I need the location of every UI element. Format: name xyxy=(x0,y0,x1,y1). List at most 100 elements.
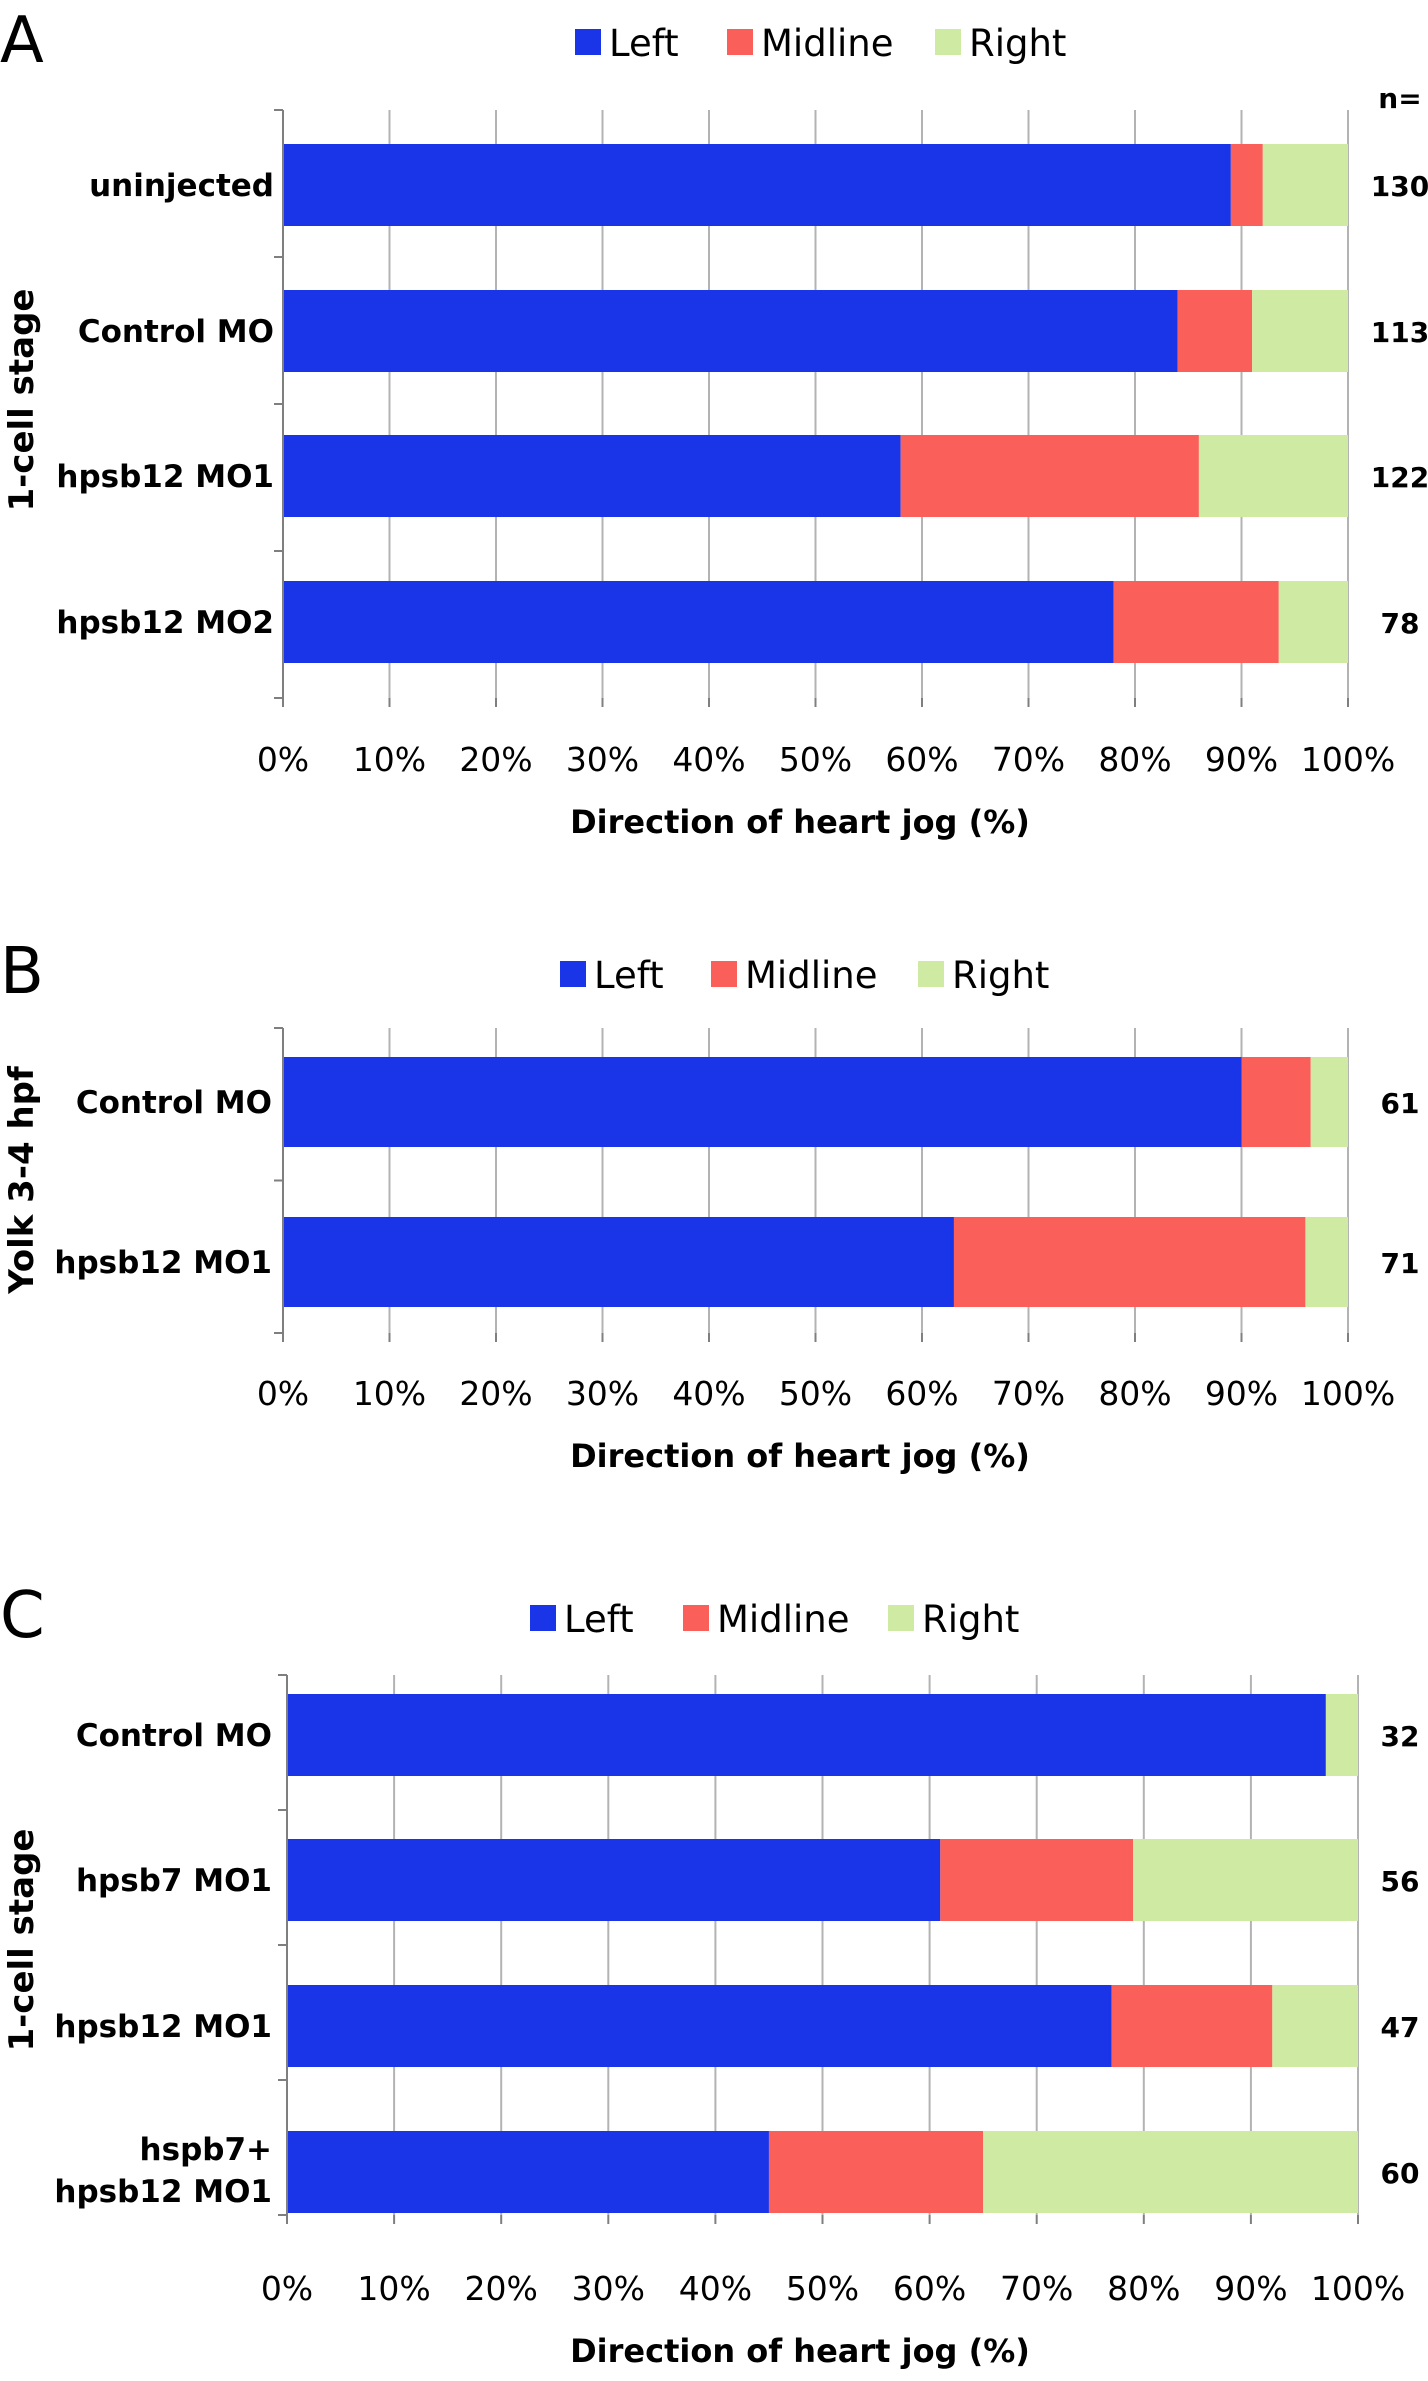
x-tick-label: 70% xyxy=(992,1374,1065,1413)
y-axis-title: 1-cell stage xyxy=(2,1829,42,2052)
x-tick-label: 0% xyxy=(257,1374,309,1413)
x-tick-label: 50% xyxy=(779,740,852,779)
x-tick-label: 90% xyxy=(1214,2269,1287,2308)
bar-left xyxy=(283,1057,1242,1147)
x-tick-label: 10% xyxy=(357,2269,430,2308)
x-tick-label: 60% xyxy=(885,1374,958,1413)
x-tick-label: 90% xyxy=(1205,740,1278,779)
x-tick-label: 10% xyxy=(353,740,426,779)
bar-left xyxy=(283,290,1178,372)
bar-right xyxy=(1198,435,1348,517)
category-label: hpsb7 MO1 xyxy=(76,1863,272,1899)
bar-right xyxy=(1305,1217,1348,1307)
bar-right xyxy=(1278,581,1348,663)
panel-b: B Left Midline Right 0% 10% 20% 30% 40% 50% 60% 70%… xyxy=(0,935,1419,1475)
panel-letter: C xyxy=(0,1579,45,1653)
x-tick-label: 60% xyxy=(893,2269,966,2308)
x-tick-label: 80% xyxy=(1107,2269,1180,2308)
legend-swatch-midline xyxy=(711,961,737,987)
category-label: uninjected xyxy=(89,168,274,204)
n-value: 32 xyxy=(1381,1720,1420,1753)
x-tick-label: 0% xyxy=(257,740,309,779)
legend-swatch-left xyxy=(530,1605,556,1631)
x-tick-label: 30% xyxy=(566,1374,639,1413)
x-tick-label: 30% xyxy=(566,740,639,779)
legend-swatch-midline xyxy=(727,29,753,55)
x-tick-label: 100% xyxy=(1311,2269,1405,2308)
x-tick-label: 70% xyxy=(992,740,1065,779)
panel-a: A Left Midline Right 0% 10% 20% 30% 40% 50% 60% 70%… xyxy=(0,4,1428,841)
x-tick-label: 100% xyxy=(1301,740,1395,779)
legend-swatch-midline xyxy=(683,1605,709,1631)
x-tick-label: 20% xyxy=(465,2269,538,2308)
bar-midline xyxy=(768,2131,984,2213)
n-value: 122 xyxy=(1371,461,1428,494)
x-tick-label: 20% xyxy=(459,740,532,779)
panel-c: C Left Midline Right 0% 10% 20% 30% 40% 50% 60% 70%… xyxy=(0,1579,1419,2370)
x-tick-label: 30% xyxy=(572,2269,645,2308)
bar-midline xyxy=(1113,581,1279,663)
bar-left xyxy=(283,581,1114,663)
bar-left xyxy=(287,1694,1326,1776)
n-value: 61 xyxy=(1381,1087,1420,1120)
panel-letter: B xyxy=(0,935,44,1009)
bar-right xyxy=(1325,1694,1358,1776)
x-axis-title: Direction of heart jog (%) xyxy=(570,803,1030,841)
x-tick-label: 40% xyxy=(679,2269,752,2308)
x-tick-label: 20% xyxy=(459,1374,532,1413)
bar-left xyxy=(287,2131,769,2213)
legend-label-right: Right xyxy=(922,1598,1019,1641)
category-label: Control MO xyxy=(76,1085,272,1121)
bar-left xyxy=(283,435,901,517)
legend-swatch-right xyxy=(888,1605,914,1631)
n-value: 130 xyxy=(1371,170,1428,203)
bar-left xyxy=(287,1985,1112,2067)
bar-midline xyxy=(1111,1985,1273,2067)
n-value: 113 xyxy=(1371,316,1428,349)
legend-swatch-right xyxy=(918,961,944,987)
x-tick-label: 0% xyxy=(261,2269,313,2308)
x-tick-label: 10% xyxy=(353,1374,426,1413)
x-tick-label: 40% xyxy=(672,1374,745,1413)
x-tick-label: 80% xyxy=(1098,1374,1171,1413)
category-label: hpsb12 MO1 xyxy=(54,2009,272,2045)
bar-midline xyxy=(1177,290,1253,372)
category-label: hpsb12 MO1 xyxy=(54,1245,272,1281)
category-label: hpsb12 MO1 xyxy=(56,459,274,495)
category-label: Control MO xyxy=(76,1718,272,1754)
x-tick-label: 70% xyxy=(1000,2269,1073,2308)
x-tick-label: 50% xyxy=(779,1374,852,1413)
bar-right xyxy=(1262,144,1348,226)
bar-right xyxy=(1252,290,1348,372)
category-label: hpsb12 MO2 xyxy=(56,605,274,641)
bar-left xyxy=(287,1839,941,1921)
n-value: 78 xyxy=(1381,607,1420,640)
x-axis-title: Direction of heart jog (%) xyxy=(570,1437,1030,1475)
n-value: 56 xyxy=(1381,1865,1420,1898)
category-label: Control MO xyxy=(78,314,274,350)
bar-midline xyxy=(1241,1057,1311,1147)
legend-swatch-left xyxy=(575,29,601,55)
legend-label-midline: Midline xyxy=(745,954,877,997)
x-tick-label: 50% xyxy=(786,2269,859,2308)
x-tick-label: 80% xyxy=(1098,740,1171,779)
legend-label-left: Left xyxy=(564,1598,634,1641)
legend-label-midline: Midline xyxy=(761,22,893,65)
legend-label-right: Right xyxy=(969,22,1066,65)
panel-letter: A xyxy=(0,4,44,78)
bar-right xyxy=(1133,1839,1358,1921)
category-label: hspb7+ hpsb12 MO1 xyxy=(54,2132,272,2210)
bar-left xyxy=(283,144,1231,226)
bar-midline xyxy=(953,1217,1306,1307)
legend-label-left: Left xyxy=(609,22,679,65)
bar-midline xyxy=(940,1839,1134,1921)
bar-right xyxy=(1310,1057,1348,1147)
n-value: 60 xyxy=(1381,2157,1420,2190)
x-tick-label: 40% xyxy=(672,740,745,779)
legend-swatch-left xyxy=(560,961,586,987)
y-axis-title: 1-cell stage xyxy=(2,289,42,512)
bar-right xyxy=(1272,1985,1358,2067)
n-value: 47 xyxy=(1381,2011,1420,2044)
n-value: 71 xyxy=(1381,1247,1420,1280)
